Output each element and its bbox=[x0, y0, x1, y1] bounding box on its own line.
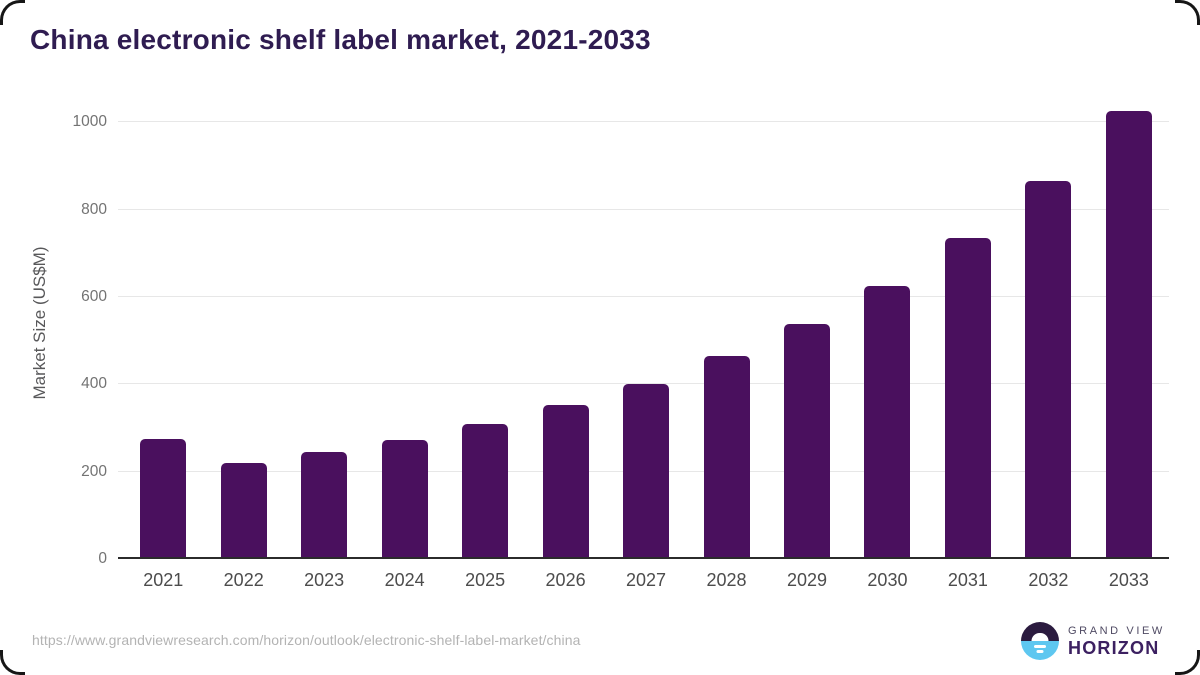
bar-2028[interactable] bbox=[703, 356, 750, 559]
bar-slot-2025: 2025 bbox=[445, 0, 525, 590]
x-tick-label-2030: 2030 bbox=[867, 570, 908, 590]
gridline-600 bbox=[118, 296, 1169, 297]
frame-corner-bottom-right bbox=[1175, 650, 1200, 675]
bar-slot-2027: 2027 bbox=[606, 0, 686, 590]
sun-reflection-line bbox=[1036, 650, 1044, 653]
plot-area: 2021 2022 2023 2024 2025 2026 2027 2028 2029 2030… bbox=[118, 0, 1169, 590]
x-tick-label-2024: 2024 bbox=[384, 570, 425, 590]
bar-slot-2021: 2021 bbox=[123, 0, 203, 590]
horizon-sun-icon bbox=[1021, 622, 1059, 660]
x-tick-label-2026: 2026 bbox=[545, 570, 586, 590]
bar-slot-2031: 2031 bbox=[928, 0, 1008, 590]
frame-corner-top-left bbox=[0, 0, 25, 25]
bar-slot-2026: 2026 bbox=[525, 0, 605, 590]
bar-2029[interactable] bbox=[783, 324, 830, 559]
gridline-1000 bbox=[118, 121, 1169, 122]
x-tick-label-2031: 2031 bbox=[947, 570, 988, 590]
bar-2024[interactable] bbox=[381, 439, 428, 559]
bar-2021[interactable] bbox=[140, 438, 187, 559]
gridline-800 bbox=[118, 209, 1169, 210]
bar-slot-2028: 2028 bbox=[686, 0, 766, 590]
bar-2022[interactable] bbox=[220, 462, 267, 559]
brand-name-top: GRAND VIEW bbox=[1068, 624, 1165, 637]
gridline-400 bbox=[118, 383, 1169, 384]
bar-2026[interactable] bbox=[542, 405, 589, 559]
y-tick-label-200: 200 bbox=[81, 463, 107, 480]
x-tick-label-2023: 2023 bbox=[304, 570, 345, 590]
y-tick-label-1000: 1000 bbox=[72, 113, 107, 130]
bar-slot-2023: 2023 bbox=[284, 0, 364, 590]
bar-slot-2022: 2022 bbox=[203, 0, 283, 590]
x-tick-label-2029: 2029 bbox=[786, 570, 827, 590]
brand-logo-text: GRAND VIEW HORIZON bbox=[1068, 625, 1165, 658]
bar-2030[interactable] bbox=[864, 285, 911, 559]
sun-shape bbox=[1031, 632, 1049, 641]
bar-2033[interactable] bbox=[1105, 111, 1152, 559]
x-tick-label-2025: 2025 bbox=[465, 570, 506, 590]
y-tick-label-0: 0 bbox=[98, 550, 107, 567]
brand-name-bottom: HORIZON bbox=[1068, 637, 1160, 658]
bar-slot-2033: 2033 bbox=[1089, 0, 1169, 590]
brand-logo[interactable]: GRAND VIEW HORIZON bbox=[1021, 622, 1165, 660]
x-tick-label-2022: 2022 bbox=[223, 570, 264, 590]
x-tick-label-2027: 2027 bbox=[626, 570, 667, 590]
bar-slot-2029: 2029 bbox=[767, 0, 847, 590]
bar-2023[interactable] bbox=[301, 451, 348, 559]
bar-2032[interactable] bbox=[1025, 180, 1072, 559]
source-url: https://www.grandviewresearch.com/horizo… bbox=[32, 632, 581, 648]
y-tick-label-400: 400 bbox=[81, 375, 107, 392]
bar-slot-2030: 2030 bbox=[847, 0, 927, 590]
sun-reflection-line bbox=[1034, 645, 1046, 648]
bar-2027[interactable] bbox=[623, 383, 670, 559]
x-tick-label-2028: 2028 bbox=[706, 570, 747, 590]
x-tick-label-2032: 2032 bbox=[1028, 570, 1069, 590]
frame-corner-top-right bbox=[1175, 0, 1200, 25]
x-tick-label-2033: 2033 bbox=[1108, 570, 1149, 590]
bar-slot-2024: 2024 bbox=[364, 0, 444, 590]
y-tick-label-600: 600 bbox=[81, 288, 107, 305]
bar-2031[interactable] bbox=[944, 238, 991, 559]
bar-series: 2021 2022 2023 2024 2025 2026 2027 2028 2029 2030… bbox=[123, 0, 1169, 590]
chart-title: China electronic shelf label market, 202… bbox=[30, 24, 651, 55]
y-tick-label-800: 800 bbox=[81, 201, 107, 218]
bar-slot-2032: 2032 bbox=[1008, 0, 1088, 590]
frame-corner-bottom-left bbox=[0, 650, 25, 675]
x-tick-label-2021: 2021 bbox=[143, 570, 184, 590]
bar-2025[interactable] bbox=[462, 423, 509, 559]
x-axis-line bbox=[118, 557, 1169, 559]
